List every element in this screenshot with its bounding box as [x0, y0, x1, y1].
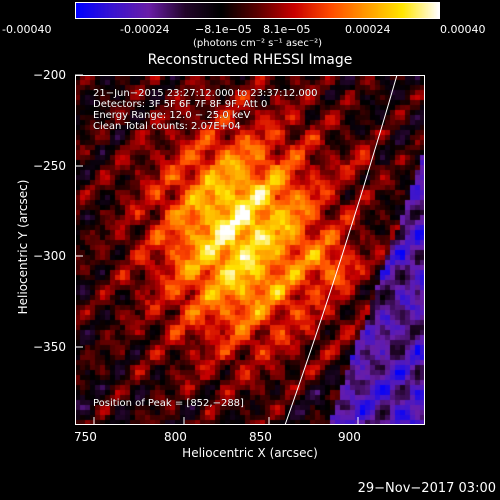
colorbar-tick: -0.00024	[120, 23, 170, 36]
y-tick-label: −250	[33, 159, 66, 173]
colorbar-tick: −8.1e−05	[195, 23, 252, 36]
colorbar-tick: 0.00024	[345, 23, 391, 36]
colorbar	[75, 2, 440, 19]
y-axis-title: Heliocentric Y (arcsec)	[16, 179, 30, 315]
image-plot: 21−Jun−2015 23:27:12.000 to 23:37:12.000…	[75, 75, 425, 425]
y-tick-label: −200	[33, 68, 66, 82]
info-line: Detectors: 3F 5F 6F 7F 8F 9F, Att 0	[93, 99, 268, 110]
colorbar-units: (photons cm⁻² s⁻¹ asec⁻²)	[192, 38, 323, 49]
info-line: Energy Range: 12.0 − 25.0 keV	[93, 110, 251, 121]
solar-limb-line	[284, 75, 398, 425]
plot-overlay	[75, 75, 425, 425]
info-line: Clean Total counts: 2.07E+04	[93, 121, 241, 132]
plot-title: Reconstructed RHESSI Image	[147, 52, 353, 68]
x-tick-label: 750	[74, 430, 97, 444]
x-tick-label: 850	[249, 430, 272, 444]
y-tick-label: −300	[33, 249, 66, 263]
colorbar-tick: 8.1e−05	[263, 23, 311, 36]
plot-frame	[75, 75, 425, 425]
footer-date: 29−Nov−2017 03:00	[357, 481, 496, 496]
info-line: 21−Jun−2015 23:27:12.000 to 23:37:12.000	[93, 88, 318, 99]
x-axis-title: Heliocentric X (arcsec)	[182, 446, 318, 460]
colorbar-tick: 0.00040	[440, 23, 486, 36]
x-tick-label: 900	[338, 430, 361, 444]
x-tick-label: 800	[164, 430, 187, 444]
y-tick-label: −350	[33, 340, 66, 354]
peak-position-label: Position of Peak = [852,−288]	[93, 398, 244, 409]
colorbar-tick: -0.00040	[2, 23, 52, 36]
